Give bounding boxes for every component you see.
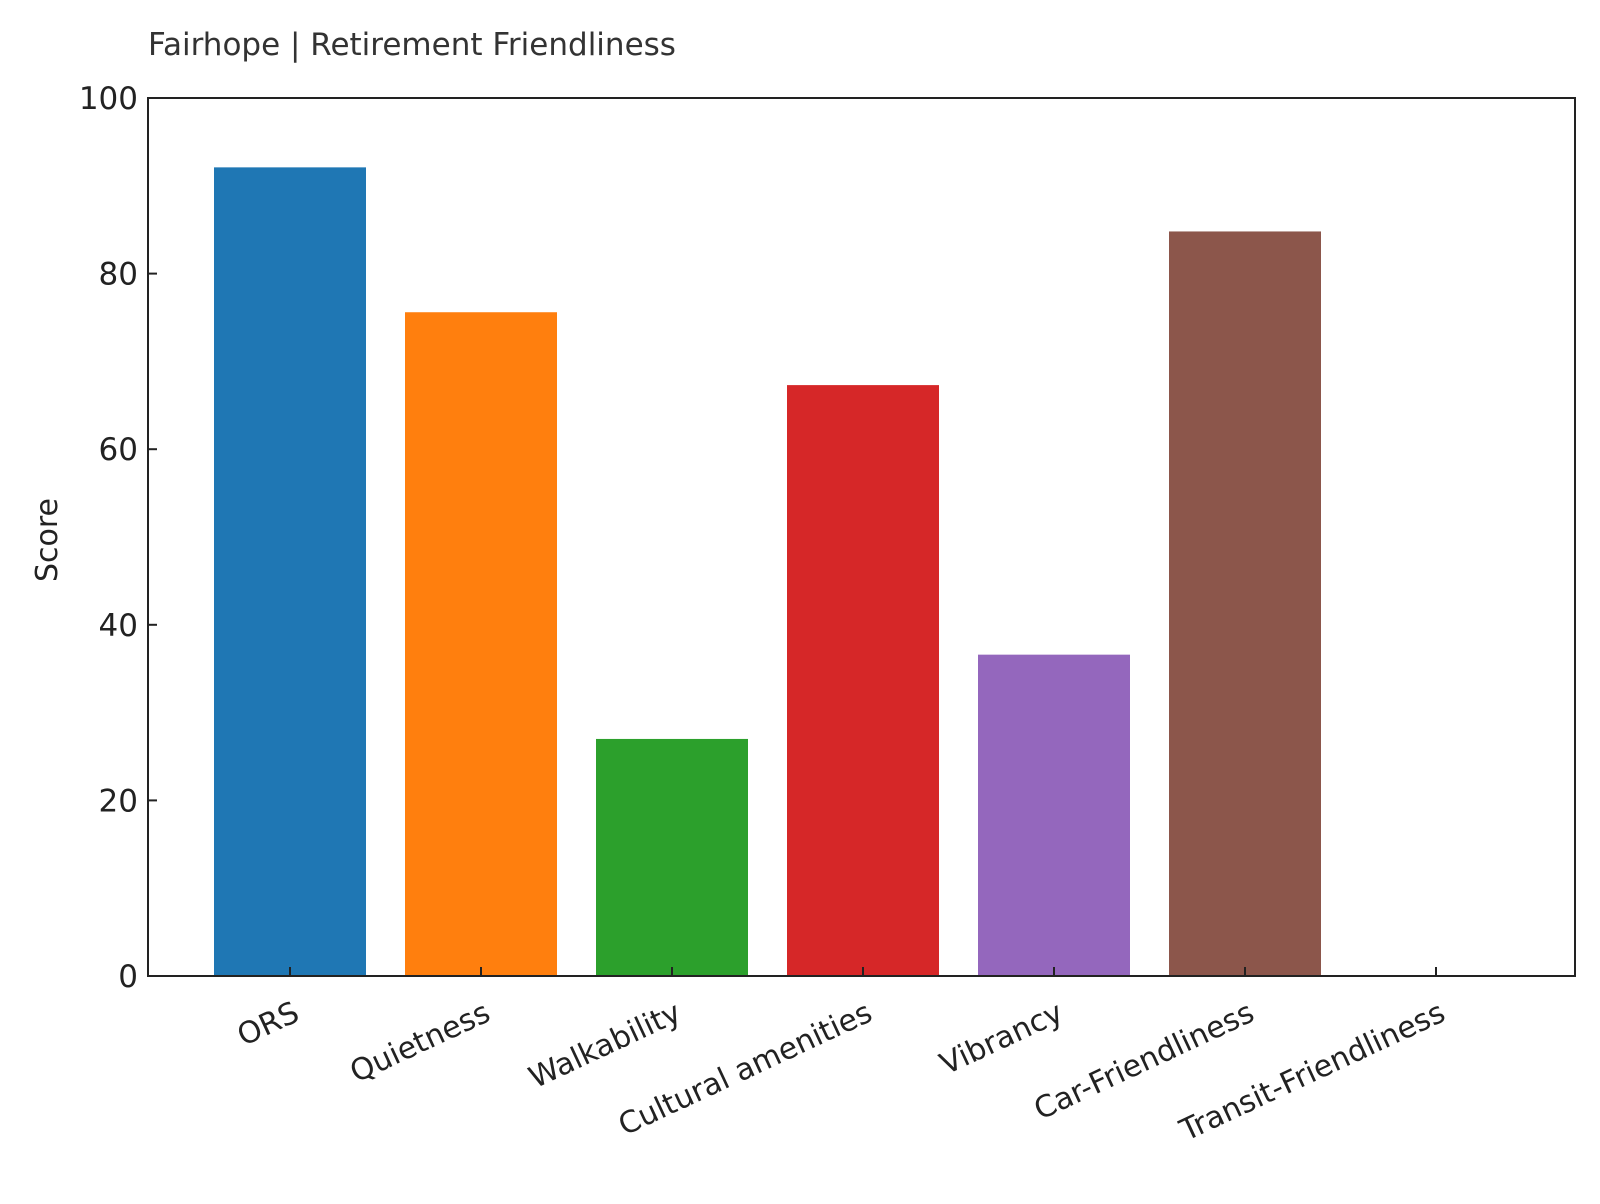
x-tick-label: ORS bbox=[232, 995, 304, 1054]
y-tick-label: 20 bbox=[99, 783, 138, 819]
x-tick-label: Vibrancy bbox=[935, 995, 1069, 1082]
chart-title: Fairhope | Retirement Friendliness bbox=[148, 27, 676, 63]
bar-cultural-amenities bbox=[787, 385, 939, 977]
y-tick-label: 40 bbox=[99, 608, 138, 644]
bar-ors bbox=[214, 167, 366, 976]
bar-vibrancy bbox=[978, 654, 1130, 976]
y-tick-label: 0 bbox=[118, 959, 138, 995]
y-tick-label: 100 bbox=[79, 81, 138, 117]
bar-quietness bbox=[405, 312, 557, 976]
y-tick-label: 60 bbox=[99, 432, 138, 468]
y-axis-label: Score bbox=[30, 498, 65, 582]
bar-car-friendliness bbox=[1169, 231, 1321, 976]
y-tick-label: 80 bbox=[99, 257, 138, 293]
bars-layer bbox=[214, 167, 1321, 977]
y-ticks-layer: 0 20 40 60 80 100 bbox=[79, 81, 157, 995]
bar-walkability bbox=[596, 738, 748, 976]
x-tick-label: Walkability bbox=[524, 995, 687, 1096]
plot-frame bbox=[147, 97, 1576, 977]
x-tick-label: Quietness bbox=[345, 995, 496, 1090]
